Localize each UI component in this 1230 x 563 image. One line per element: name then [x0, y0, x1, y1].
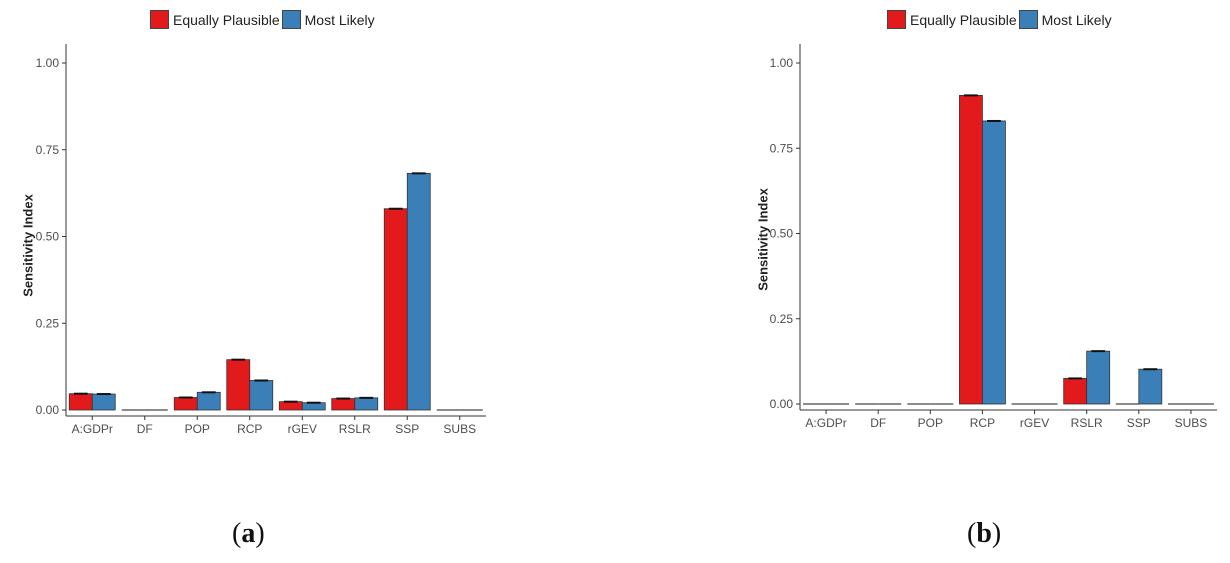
bar-equally-plausible — [226, 359, 251, 411]
caption-letter: b — [976, 518, 992, 549]
bar-most-likely — [196, 391, 221, 411]
legend-item-most-likely: Most Likely — [281, 10, 375, 29]
y-tick-label: 0.50 — [36, 230, 60, 244]
y-tick-label: 0.00 — [36, 403, 60, 417]
chart-panel-a: Equally Plausible Most Likely Sensitivit… — [0, 0, 500, 563]
y-tick-label: 0.25 — [770, 312, 794, 326]
chart-panel-b: Equally Plausible Most Likely Sensitivit… — [735, 0, 1230, 563]
y-tick-label: 0.00 — [770, 397, 794, 411]
legend-item-equally-plausible: Equally Plausible — [150, 10, 280, 29]
bar-equally-plausible — [383, 208, 408, 411]
x-tick-label: DF — [137, 422, 153, 436]
bar-most-likely — [406, 172, 431, 411]
legend-label: Equally Plausible — [173, 11, 280, 28]
bar-most-likely — [982, 120, 1006, 405]
x-tick-label: RSLR — [339, 422, 371, 436]
bar-equally-plausible — [959, 94, 983, 405]
y-tick-label: 0.25 — [36, 316, 60, 330]
bar-most-likely — [301, 402, 326, 411]
bar-most-likely — [91, 393, 116, 411]
legend: Equally Plausible Most Likely — [150, 10, 375, 29]
legend-swatch-equally-plausible — [150, 10, 169, 29]
y-tick-label: 0.75 — [36, 143, 60, 157]
bar-most-likely — [1138, 368, 1163, 405]
bar-most-likely — [354, 397, 379, 411]
x-tick-label: SUBS — [1175, 416, 1208, 430]
x-tick-label: SSP — [395, 422, 419, 436]
y-tick-label: 1.00 — [770, 56, 794, 70]
x-tick-label: rGEV — [288, 422, 317, 436]
y-tick-label: 1.00 — [36, 56, 60, 70]
legend-item-most-likely: Most Likely — [1018, 10, 1112, 29]
y-tick-label: 0.50 — [770, 227, 794, 241]
bar-chart-b: 0.00 0.25 0.50 0.75 1.00 A:GDPr DF POP RCP rGEV RS… — [770, 44, 1217, 430]
x-tick-label: SUBS — [443, 422, 476, 436]
bar-equally-plausible — [68, 393, 93, 411]
x-tick-label: RCP — [237, 422, 262, 436]
bar-equally-plausible — [278, 401, 303, 411]
x-tick-label: POP — [918, 416, 943, 430]
caption-letter: a — [241, 518, 256, 549]
bar-most-likely — [1086, 350, 1111, 405]
legend-swatch-most-likely — [281, 10, 301, 29]
bar-equally-plausible — [1063, 378, 1088, 405]
legend-item-equally-plausible: Equally Plausible — [887, 10, 1017, 29]
bar-chart-a: 0.00 0.25 0.50 0.75 1.00 A:GDPr DF POP RCP rGEV RS… — [36, 44, 486, 436]
bar-equally-plausible — [331, 398, 356, 411]
panel-caption: (b) — [967, 518, 1002, 549]
x-tick-label: SSP — [1127, 416, 1151, 430]
legend-swatch-most-likely — [1018, 10, 1038, 29]
x-tick-label: POP — [185, 422, 210, 436]
x-tick-label: A:GDPr — [805, 416, 846, 430]
legend: Equally Plausible Most Likely — [887, 10, 1112, 29]
x-tick-label: RSLR — [1071, 416, 1103, 430]
x-tick-label: RCP — [970, 416, 995, 430]
y-tick-label: 0.75 — [770, 141, 794, 155]
x-tick-label: rGEV — [1020, 416, 1049, 430]
legend-label: Most Likely — [304, 11, 375, 28]
x-tick-label: A:GDPr — [72, 422, 113, 436]
bar-equally-plausible — [173, 397, 198, 411]
legend-label: Equally Plausible — [910, 11, 1017, 28]
panel-caption: (a) — [232, 518, 265, 549]
bar-most-likely — [249, 380, 274, 411]
legend-swatch-equally-plausible — [887, 10, 906, 29]
legend-label: Most Likely — [1041, 11, 1112, 28]
x-tick-label: DF — [870, 416, 886, 430]
